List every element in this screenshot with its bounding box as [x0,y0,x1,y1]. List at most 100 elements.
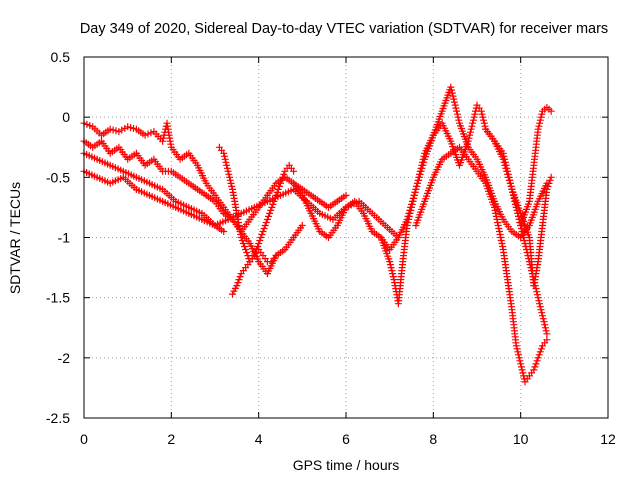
data-point [408,200,416,208]
data-point [414,176,422,184]
data-point [242,246,250,253]
data-point [514,348,522,356]
data-point [267,206,275,214]
data-point [464,137,472,145]
data-point [265,212,272,220]
data-point [415,173,423,181]
data-point [269,200,277,208]
y-tick-label: 0.5 [51,49,71,65]
ticks: 0 2 4 6 8 10 12 -2.5 -2 -1.5 -1 -0.5 0 0.5 [46,49,616,447]
data-point [535,351,543,359]
data-point [278,176,286,184]
y-tick-label: -1.5 [46,290,70,306]
data-point [226,173,234,181]
data-points [80,83,555,386]
data-point [534,125,542,133]
data-point [238,237,246,244]
y-tick-label: 0 [62,109,70,125]
data-point [500,152,508,160]
data-point [518,228,526,235]
data-point [273,188,281,196]
data-point [537,306,545,314]
data-point [223,161,231,169]
data-point [468,122,476,130]
data-point [226,176,234,184]
data-point [455,116,463,124]
data-point [255,240,263,247]
data-point [290,167,298,175]
data-point [260,225,268,232]
data-point [241,243,248,250]
data-point [268,203,276,211]
data-point [243,249,251,256]
data-point [447,83,455,91]
data-point [275,182,283,190]
data-point [261,222,269,229]
data-point [416,170,423,178]
x-tick-label: 12 [600,431,616,447]
data-point [543,185,551,193]
data-point [236,273,244,281]
x-tick-label: 2 [167,431,175,447]
data-point [501,158,509,166]
series-sat-11 [508,173,555,290]
data-point [272,191,280,199]
data-point [497,237,505,244]
data-point [413,179,421,187]
data-point [388,267,396,275]
data-point [506,176,514,184]
data-point [410,194,418,202]
data-point [409,197,417,205]
data-point [505,173,513,181]
data-point [515,354,523,362]
data-point [263,216,271,223]
data-point [480,116,487,124]
data-point [389,273,397,281]
data-point [413,182,421,190]
data-point [517,363,525,371]
data-point [387,264,395,272]
data-point [239,240,247,247]
data-point [469,116,477,124]
data-point [450,95,458,103]
data-point [513,345,521,353]
data-point [539,312,546,320]
data-point [538,110,546,118]
data-point [534,354,542,362]
data-point [538,309,546,317]
data-point [406,209,414,217]
data-point [412,185,420,193]
data-point [403,222,411,229]
x-tick-label: 0 [80,431,88,447]
series-sat-6 [229,246,280,298]
data-point [450,98,458,106]
data-point [222,158,230,166]
data-point [470,113,478,121]
x-tick-label: 8 [429,431,437,447]
data-point [411,188,419,196]
data-point [539,315,547,323]
data-point [543,330,551,338]
data-point [541,321,549,329]
data-point [465,134,473,142]
data-point [233,282,241,290]
data-point [272,252,280,259]
data-point [386,258,394,266]
data-point [532,360,540,368]
data-point [159,137,167,145]
data-point [479,113,487,121]
data-point [492,212,500,220]
data-point [228,182,236,190]
data-point [420,152,428,160]
data-point [298,222,306,229]
data-point [280,170,288,178]
data-point [144,130,152,138]
data-point [223,164,231,172]
data-point [536,116,544,124]
data-point [472,107,479,115]
data-point [501,155,509,163]
data-point [537,113,545,121]
data-point [515,351,522,359]
data-point [512,342,520,350]
data-point [220,149,228,157]
